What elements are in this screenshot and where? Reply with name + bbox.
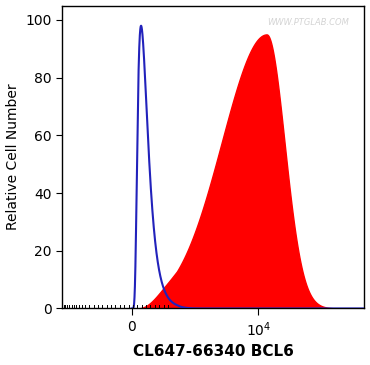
Text: WWW.PTGLAB.COM: WWW.PTGLAB.COM [268, 18, 350, 27]
X-axis label: CL647-66340 BCL6: CL647-66340 BCL6 [133, 345, 294, 360]
Y-axis label: Relative Cell Number: Relative Cell Number [6, 84, 20, 230]
